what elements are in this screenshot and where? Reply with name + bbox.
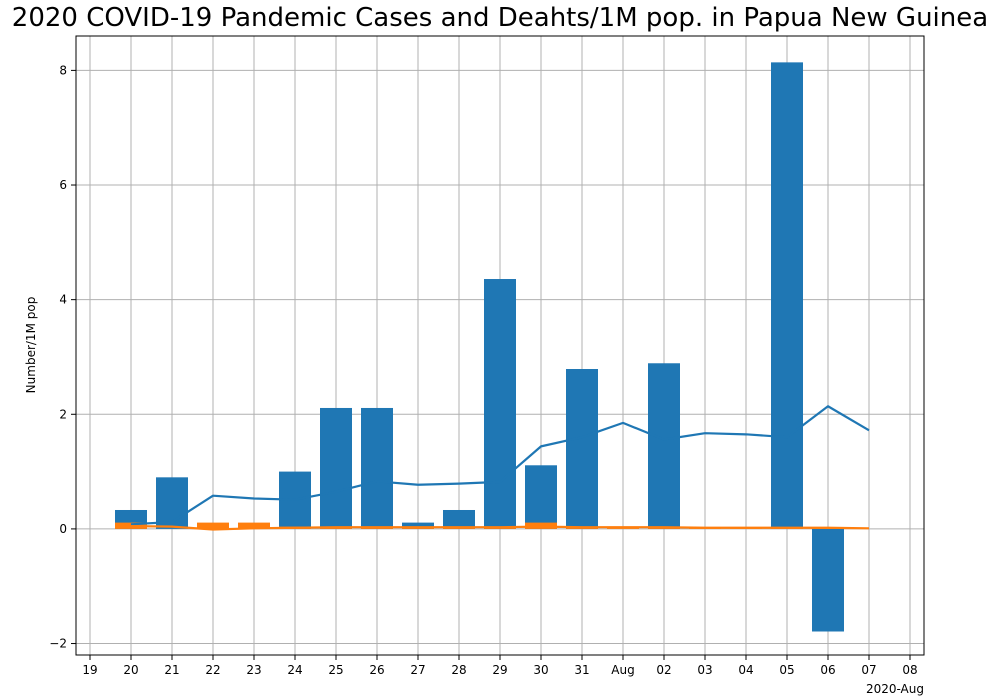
x-tick-label: 06 <box>820 663 835 677</box>
x-tick-label: Aug <box>611 663 634 677</box>
cases-bar <box>812 528 844 632</box>
x-tick-label: 04 <box>738 663 753 677</box>
x-tick-label: 29 <box>492 663 507 677</box>
x-tick-label: 20 <box>123 663 138 677</box>
x-tick-label: 08 <box>902 663 917 677</box>
x-tick-label: 21 <box>164 663 179 677</box>
y-tick-label: 0 <box>59 522 67 536</box>
x-tick-label: 26 <box>369 663 384 677</box>
cases-bar <box>771 62 803 529</box>
deaths-bar <box>115 522 147 529</box>
y-tick-label: 2 <box>59 407 67 421</box>
cases-bar <box>525 465 557 529</box>
cases-bar <box>648 363 680 529</box>
cases-bar <box>402 522 434 529</box>
deaths-bar <box>566 527 598 529</box>
cases-bar <box>566 368 598 529</box>
y-axis-label: Number/1M pop <box>24 297 38 394</box>
cases-bar <box>361 407 393 529</box>
cases-bar <box>320 407 352 529</box>
line-layer <box>130 405 870 531</box>
y-tick-label: −2 <box>49 637 67 651</box>
deaths-bar <box>607 527 639 529</box>
deaths-line <box>130 524 870 531</box>
y-tick-label: 6 <box>59 178 67 192</box>
x-tick-label: 19 <box>82 663 97 677</box>
x-tick-label: 05 <box>779 663 794 677</box>
cases-bar <box>484 279 516 529</box>
x-tick-label: 30 <box>533 663 548 677</box>
x-tick-label: 25 <box>328 663 343 677</box>
x-tick-label: 31 <box>574 663 589 677</box>
x-tick-label: 27 <box>410 663 425 677</box>
x-axis-offset-label: 2020-Aug <box>866 682 924 696</box>
y-tick-label: 8 <box>59 63 67 77</box>
deaths-bar <box>648 527 680 529</box>
cases-bar <box>443 509 475 529</box>
cases-line <box>130 405 870 526</box>
deaths-bar <box>197 522 229 529</box>
x-tick-label: 23 <box>246 663 261 677</box>
tick-layer: 19 20 21 22 23 24 25 26 27 28 29 30 31 Aug 02 03 04 05 06 0… <box>49 63 917 677</box>
x-tick-label: 07 <box>861 663 876 677</box>
deaths-bar <box>238 522 270 529</box>
bar-layer <box>115 62 844 632</box>
x-tick-label: 02 <box>656 663 671 677</box>
y-tick-label: 4 <box>59 293 67 307</box>
x-tick-label: 24 <box>287 663 302 677</box>
x-tick-label: 28 <box>451 663 466 677</box>
chart-title: 2020 COVID-19 Pandemic Cases and Deahts/… <box>11 3 989 33</box>
cases-bar <box>156 477 188 529</box>
x-tick-label: 03 <box>697 663 712 677</box>
x-tick-label: 22 <box>205 663 220 677</box>
